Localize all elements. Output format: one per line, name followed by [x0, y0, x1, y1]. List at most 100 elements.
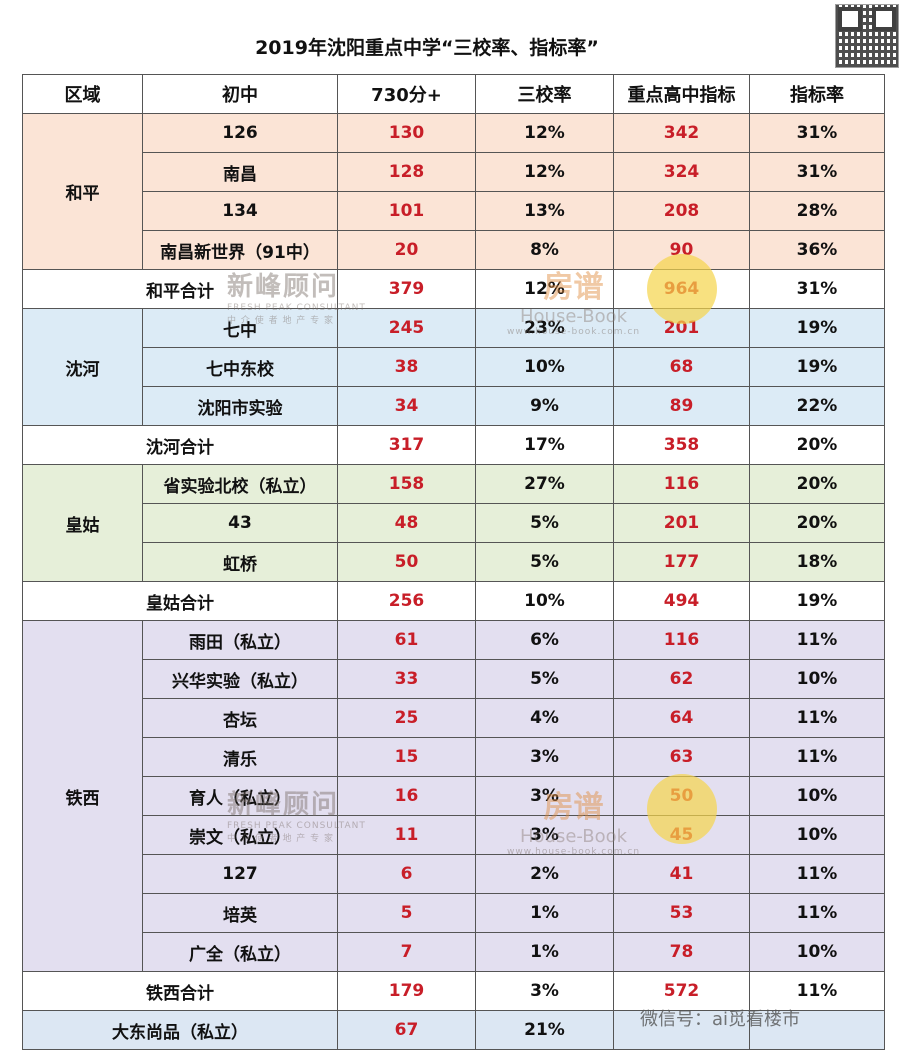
total-row: 铁西合计 179 3% 572 11%: [22, 971, 885, 1011]
quota-rate-cell: 10%: [749, 932, 885, 972]
quota-rate-cell: 11%: [749, 893, 885, 933]
quota-rate-cell: 11%: [749, 698, 885, 738]
quota-rate-cell: [749, 1010, 885, 1050]
school-cell: 126: [142, 113, 338, 153]
wechat-watermark: 微信号：ai觅看楼市: [640, 1009, 801, 1030]
quota-cell: 68: [613, 347, 750, 387]
page-title: 2019年沈阳重点中学“三校率、指标率”: [255, 37, 599, 59]
header-three-school-rate: 三校率: [475, 74, 614, 114]
school-cell: 杏坛: [142, 698, 338, 738]
school-cell: 广全（私立）: [142, 932, 338, 972]
score-cell: 158: [337, 464, 476, 504]
quota-rate-cell: 19%: [749, 581, 885, 621]
school-cell: 雨田（私立）: [142, 620, 338, 660]
quota-cell: 63: [613, 737, 750, 777]
score-cell: 7: [337, 932, 476, 972]
total-label-cell: 铁西合计: [22, 971, 338, 1011]
school-cell: 七中: [142, 308, 338, 348]
quota-rate-cell: 36%: [749, 230, 885, 270]
table-row: 兴华实验（私立） 33 5% 62 10%: [22, 659, 885, 699]
school-cell: 崇文（私立）: [142, 815, 338, 855]
score-cell: 317: [337, 425, 476, 465]
quota-cell: 116: [613, 620, 750, 660]
table-row: 沈河 七中 245 23% 201 19%: [22, 308, 885, 426]
quota-cell: 358: [613, 425, 750, 465]
score-cell: 179: [337, 971, 476, 1011]
table-row: 广全（私立） 7 1% 78 10%: [22, 932, 885, 972]
quota-rate-cell: 22%: [749, 386, 885, 426]
three-school-rate-cell: 12%: [475, 152, 614, 192]
schools-table: 区域 初中 730分+ 三校率 重点高中指标 指标率 和平 126 130 12% 34…: [22, 74, 885, 1050]
table-row: 培英 5 1% 53 11%: [22, 893, 885, 933]
quota-cell: 53: [613, 893, 750, 933]
quota-rate-cell: 19%: [749, 308, 885, 348]
quota-rate-cell: 31%: [749, 152, 885, 192]
score-cell: 5: [337, 893, 476, 933]
school-cell: 兴华实验（私立）: [142, 659, 338, 699]
quota-rate-cell: 10%: [749, 776, 885, 816]
three-school-rate-cell: 3%: [475, 737, 614, 777]
table-row: 南昌新世界（91中） 20 8% 90 36%: [22, 230, 885, 270]
score-cell: 15: [337, 737, 476, 777]
quota-rate-cell: 11%: [749, 971, 885, 1011]
total-row: 沈河合计 317 17% 358 20%: [22, 425, 885, 465]
table-body: 和平 126 130 12% 342 31% 南昌 128 12% 324 31% 134 101 13%…: [22, 113, 885, 1050]
total-row: 和平合计 379 12% 964 31%: [22, 269, 885, 309]
three-school-rate-cell: 5%: [475, 659, 614, 699]
school-cell: 虹桥: [142, 542, 338, 582]
table-row: 43 48 5% 201 20%: [22, 503, 885, 543]
three-school-rate-cell: 17%: [475, 425, 614, 465]
quota-cell: 50: [613, 776, 750, 816]
three-school-rate-cell: 1%: [475, 932, 614, 972]
three-school-rate-cell: 3%: [475, 815, 614, 855]
score-cell: 38: [337, 347, 476, 387]
quota-rate-cell: 20%: [749, 464, 885, 504]
quota-cell: 45: [613, 815, 750, 855]
quota-cell: 324: [613, 152, 750, 192]
table-row: 沈阳市实验 34 9% 89 22%: [22, 386, 885, 426]
three-school-rate-cell: 10%: [475, 581, 614, 621]
school-cell: 南昌: [142, 152, 338, 192]
three-school-rate-cell: 2%: [475, 854, 614, 894]
three-school-rate-cell: 4%: [475, 698, 614, 738]
quota-rate-cell: 18%: [749, 542, 885, 582]
school-cell: 培英: [142, 893, 338, 933]
report-frame: 2019年沈阳重点中学“三校率、指标率” 区域 初中 730分+ 三校率 重点高…: [22, 4, 899, 1050]
three-school-rate-cell: 3%: [475, 971, 614, 1011]
table-row: 134 101 13% 208 28%: [22, 191, 885, 231]
score-cell: 6: [337, 854, 476, 894]
three-school-rate-cell: 8%: [475, 230, 614, 270]
total-label-cell: 皇姑合计: [22, 581, 338, 621]
three-school-rate-cell: 6%: [475, 620, 614, 660]
quota-rate-cell: 31%: [749, 113, 885, 153]
score-cell: 67: [337, 1010, 476, 1050]
quota-rate-cell: 20%: [749, 425, 885, 465]
score-cell: 130: [337, 113, 476, 153]
quota-rate-cell: 11%: [749, 854, 885, 894]
total-row: 皇姑合计 256 10% 494 19%: [22, 581, 885, 621]
quota-cell: 208: [613, 191, 750, 231]
quota-cell: 64: [613, 698, 750, 738]
quota-cell: 41: [613, 854, 750, 894]
score-cell: 16: [337, 776, 476, 816]
score-cell: 61: [337, 620, 476, 660]
score-cell: 379: [337, 269, 476, 309]
score-cell: 48: [337, 503, 476, 543]
school-cell: 大东尚品（私立）: [22, 1010, 338, 1050]
three-school-rate-cell: 9%: [475, 386, 614, 426]
quota-cell: 62: [613, 659, 750, 699]
three-school-rate-cell: 12%: [475, 113, 614, 153]
quota-cell: 78: [613, 932, 750, 972]
header-region: 区域: [22, 74, 143, 114]
quota-rate-cell: 19%: [749, 347, 885, 387]
score-cell: 25: [337, 698, 476, 738]
quota-cell: 177: [613, 542, 750, 582]
score-cell: 33: [337, 659, 476, 699]
header-quota: 重点高中指标: [613, 74, 750, 114]
table-row: 七中东校 38 10% 68 19%: [22, 347, 885, 387]
score-cell: 128: [337, 152, 476, 192]
school-cell: 育人（私立）: [142, 776, 338, 816]
quota-rate-cell: 11%: [749, 620, 885, 660]
qr-code-icon: [835, 4, 899, 68]
table-row: 南昌 128 12% 324 31%: [22, 152, 885, 192]
